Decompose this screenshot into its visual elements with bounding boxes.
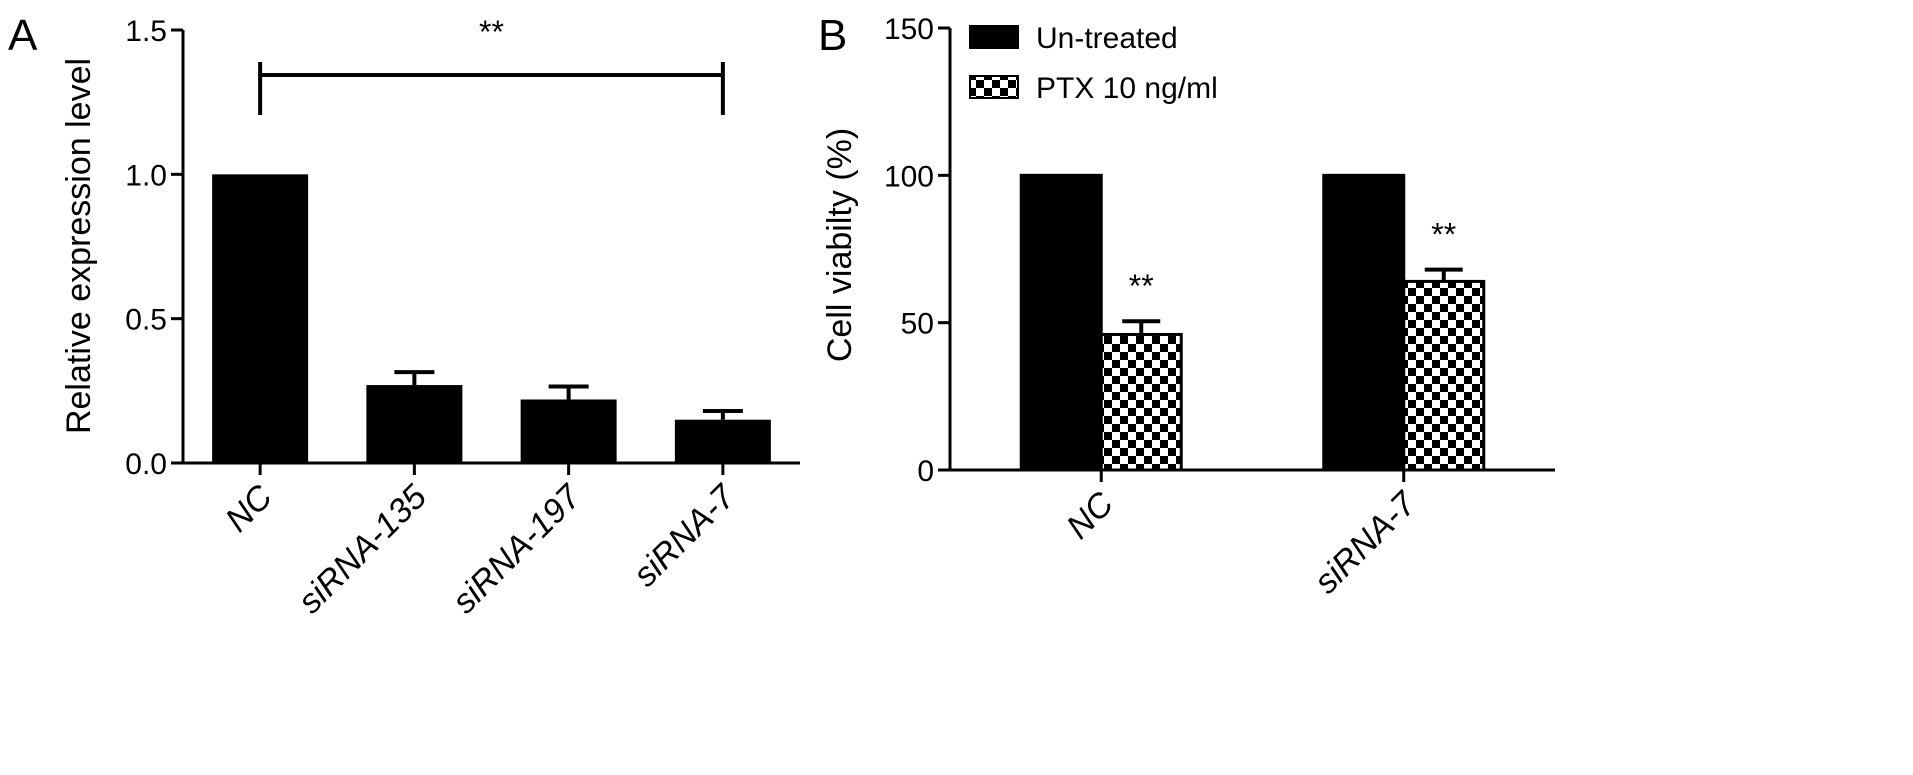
bar-a (366, 385, 463, 463)
bar-a (674, 419, 771, 463)
x-tick-label-a: siRNA-197 (445, 477, 589, 621)
bar-b-untreated (1322, 173, 1406, 472)
bar-b-ptx (1402, 279, 1486, 472)
y-tick-label-b: 100 (884, 160, 934, 193)
y-tick-label-b: 150 (884, 13, 934, 46)
legend-label: Un-treated (1036, 22, 1178, 55)
x-tick-label-a: NC (218, 477, 280, 539)
y-tick-label-a: 1.5 (125, 15, 167, 48)
panel-label-a: A (8, 11, 38, 60)
bar-b-ptx (1099, 332, 1183, 472)
y-axis-label-b: Cell viabilty (%) (821, 128, 859, 362)
legend-label: PTX 10 ng/ml (1036, 72, 1218, 105)
significance-label-a: ** (479, 14, 504, 50)
legend-swatch (969, 75, 1019, 99)
significance-label-b: ** (1431, 217, 1456, 253)
y-axis-label-a: Relative expression level (60, 58, 98, 434)
bar-b-untreated (1019, 173, 1103, 472)
bar-a (520, 399, 617, 463)
y-tick-label-b: 50 (901, 308, 934, 341)
legend-swatch (969, 25, 1019, 49)
significance-label-b: ** (1129, 268, 1154, 304)
x-tick-label-a: siRNA-135 (291, 478, 434, 621)
y-tick-label-a: 1.0 (125, 159, 167, 192)
y-tick-label-b: 0 (917, 455, 934, 488)
x-tick-label-a: siRNA-7 (626, 477, 743, 594)
panel-label-b: B (818, 11, 847, 60)
y-tick-label-a: 0.5 (125, 304, 167, 337)
x-tick-label-b: NC (1059, 484, 1121, 546)
y-tick-label-a: 0.0 (125, 448, 167, 481)
bar-a (212, 174, 309, 464)
x-tick-label-b: siRNA-7 (1307, 484, 1424, 601)
